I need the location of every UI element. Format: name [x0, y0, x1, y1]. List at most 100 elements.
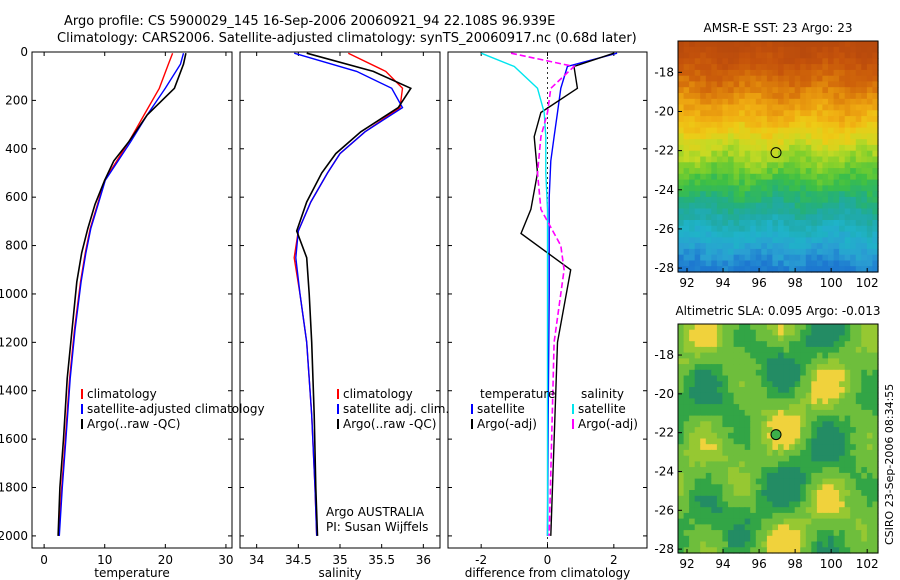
- sla-cell: [872, 518, 879, 525]
- sla-cell: [728, 524, 735, 531]
- sst-cell: [778, 41, 785, 48]
- sst-cell: [750, 173, 757, 181]
- sst-cell: [761, 248, 768, 256]
- sst-cell: [728, 168, 735, 175]
- sst-cell: [850, 58, 857, 65]
- sst-cell: [694, 168, 701, 175]
- sst-cell: [839, 133, 846, 140]
- sst-cell: [866, 196, 874, 204]
- sla-cell: [733, 352, 740, 359]
- sst-cell: [761, 139, 768, 146]
- sst-cell: [794, 156, 801, 163]
- sst-cell: [828, 110, 835, 117]
- sla-cell: [761, 530, 768, 537]
- sla-cell: [716, 541, 724, 548]
- sla-cell: [855, 501, 862, 508]
- sst-cell: [728, 266, 735, 273]
- sst-cell: [839, 110, 846, 117]
- sst-cell: [778, 202, 785, 210]
- sst-cell: [778, 156, 785, 163]
- sst-cell: [744, 266, 751, 273]
- sla-cell: [728, 415, 735, 422]
- sla-cell: [811, 398, 818, 405]
- sla-cell: [811, 455, 818, 462]
- sla-cell: [739, 490, 746, 497]
- sla-cell: [755, 364, 762, 371]
- sst-cell: [744, 237, 751, 244]
- sla-cell: [750, 387, 757, 394]
- sst-cell: [783, 162, 790, 169]
- sst-cell: [766, 69, 774, 77]
- sla-cell: [816, 438, 824, 445]
- sst-cell: [689, 93, 696, 100]
- sla-cell: [761, 387, 768, 394]
- sst-cell: [839, 220, 846, 227]
- sst-cell: [766, 52, 774, 59]
- sla-cell: [716, 467, 724, 474]
- sla-cell: [839, 432, 846, 440]
- depth-tick-label: 400: [5, 142, 28, 156]
- sla-cell: [711, 467, 718, 474]
- sla-cell: [716, 438, 724, 445]
- sst-cell: [778, 144, 785, 152]
- sst-cell: [866, 208, 874, 215]
- sla-cell: [866, 512, 874, 520]
- sla-cell: [766, 541, 774, 548]
- sst-cell: [683, 168, 690, 175]
- sla-cell: [766, 535, 774, 543]
- sst-cell: [733, 214, 740, 221]
- sst-cell: [772, 75, 779, 83]
- sst-cell: [722, 156, 729, 163]
- sla-cell: [683, 421, 690, 428]
- sla-cell: [689, 358, 696, 365]
- sst-cell: [689, 58, 696, 65]
- sst-cell: [866, 191, 874, 198]
- sst-cell: [761, 87, 768, 94]
- sst-cell: [700, 144, 707, 152]
- sst-cell: [872, 179, 879, 186]
- sla-cell: [872, 530, 879, 537]
- sla-cell: [683, 398, 690, 405]
- sst-ytick-label: -22: [654, 144, 674, 158]
- sst-cell: [766, 156, 774, 163]
- sst-cell: [744, 225, 751, 233]
- sst-cell: [711, 93, 718, 100]
- sla-cell: [866, 461, 874, 468]
- sst-cell: [816, 162, 824, 169]
- sst-cell: [800, 208, 807, 215]
- sla-cell: [794, 329, 801, 336]
- sst-cell: [833, 127, 840, 134]
- sst-cell: [811, 243, 818, 250]
- sla-cell: [772, 346, 779, 354]
- sst-cell: [844, 202, 851, 210]
- sla-cell: [716, 346, 724, 354]
- sla-cell: [755, 490, 762, 497]
- sla-cell: [705, 387, 712, 394]
- sla-cell: [716, 535, 724, 543]
- sst-cell: [694, 69, 701, 77]
- sst-cell: [689, 139, 696, 146]
- sla-cell: [750, 541, 757, 548]
- sst-cell: [733, 173, 740, 181]
- sla-cell: [689, 341, 696, 348]
- sst-cell: [833, 93, 840, 100]
- sst-cell: [705, 220, 712, 227]
- sla-cell: [716, 472, 724, 480]
- sst-cell: [705, 179, 712, 186]
- sla-cell: [705, 427, 712, 434]
- sst-cell: [700, 104, 707, 111]
- sst-cell: [700, 191, 707, 198]
- depth-tick-label: 1600: [0, 432, 28, 446]
- sst-cell: [816, 150, 824, 158]
- sst-cell: [750, 254, 757, 262]
- sla-cell: [689, 455, 696, 462]
- sst-cell: [689, 220, 696, 227]
- sst-cell: [844, 173, 851, 181]
- sla-cell: [750, 478, 757, 485]
- sst-cell: [689, 237, 696, 244]
- sla-cell: [733, 369, 740, 377]
- sla-cell: [844, 409, 851, 417]
- sst-cell: [816, 87, 824, 94]
- sla-cell: [694, 341, 701, 348]
- sst-cell: [844, 266, 851, 273]
